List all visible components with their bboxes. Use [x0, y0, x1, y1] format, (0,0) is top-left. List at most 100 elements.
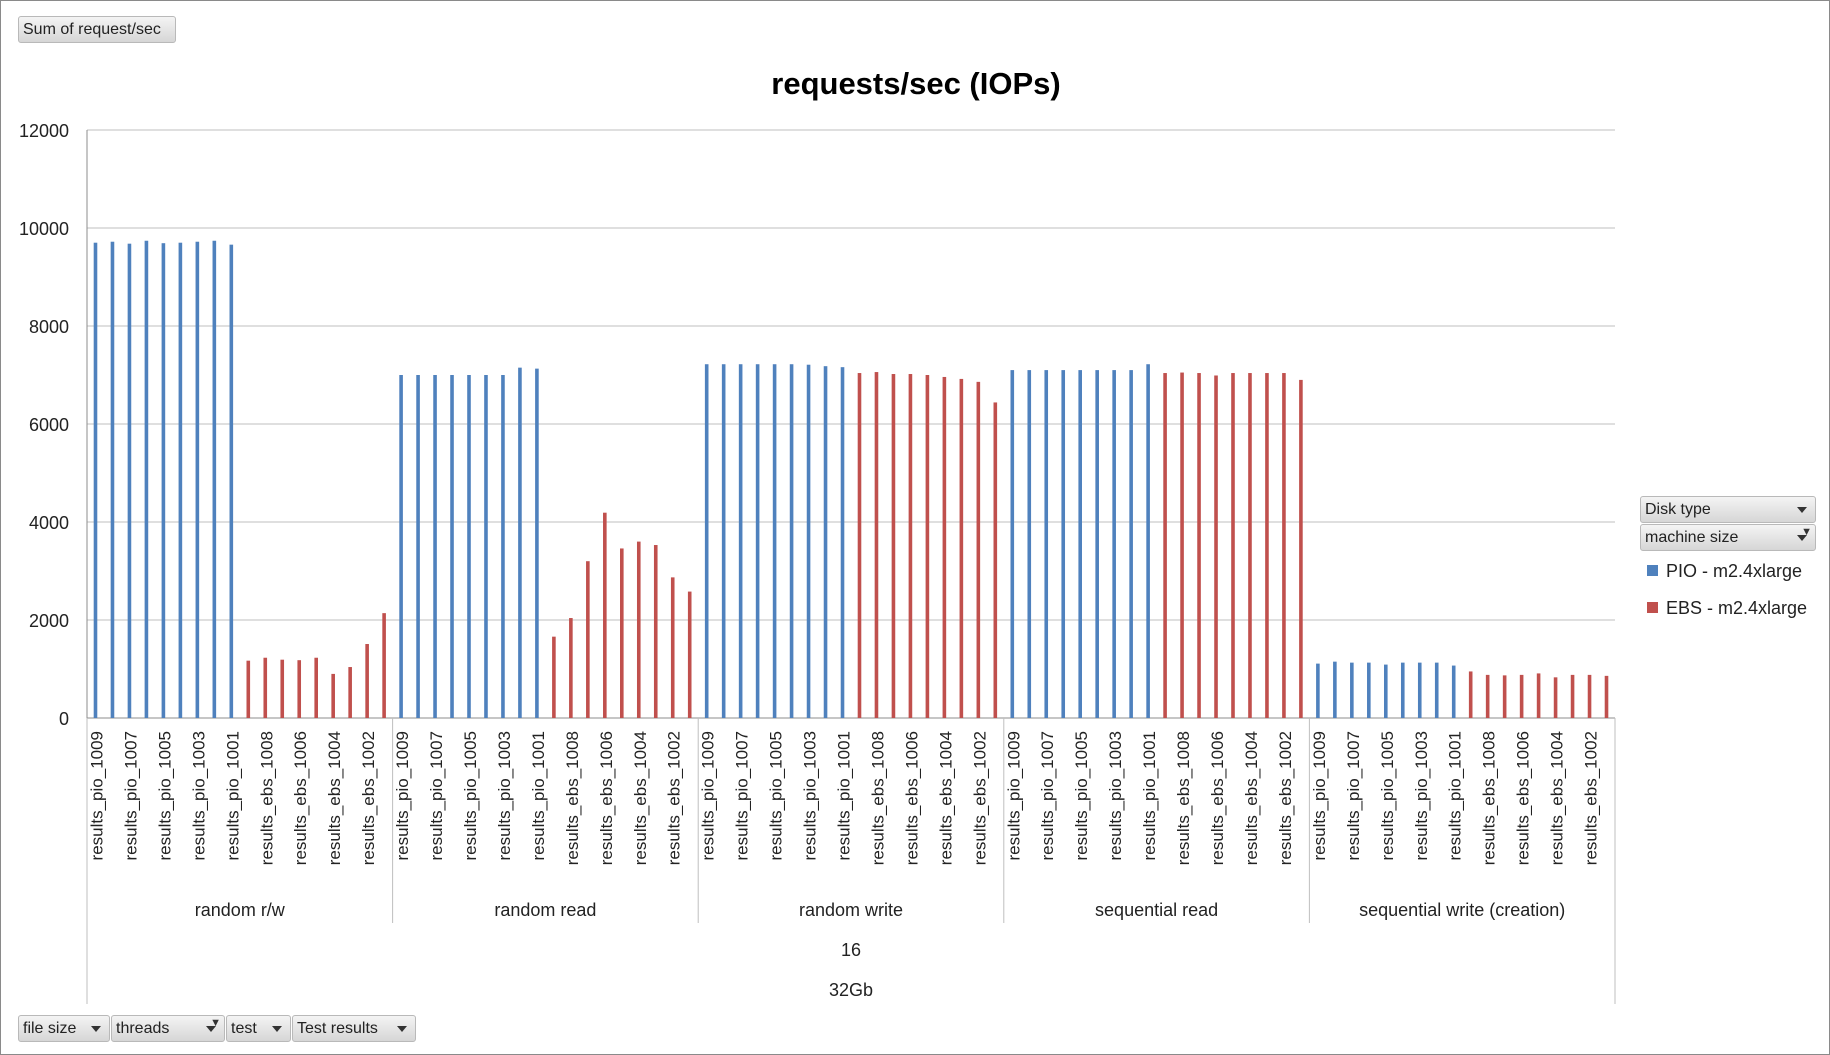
bar-ebs — [263, 657, 268, 718]
y-tick-label: 10000 — [19, 219, 69, 239]
bar-pio — [1350, 662, 1354, 718]
chevron-down-icon[interactable] — [206, 1026, 216, 1032]
chevron-down-icon[interactable] — [91, 1026, 101, 1032]
x-category-label: results_ebs_1008 — [563, 731, 582, 865]
x-category-label: results_ebs_1008 — [1480, 731, 1499, 865]
x-category-label: results_ebs_1004 — [1548, 731, 1567, 865]
bar-pio — [1367, 662, 1371, 718]
x-category-label: results_pio_1003 — [1412, 731, 1431, 860]
x-category-label: results_ebs_1004 — [1242, 731, 1261, 865]
bar-pio — [467, 375, 471, 718]
file-size-value-label: 32Gb — [829, 980, 873, 1000]
test-field-label: test — [231, 1020, 257, 1037]
x-category-label: results_pio_1005 — [461, 731, 480, 860]
bar-pio — [144, 240, 149, 719]
x-category-label: results_pio_1009 — [87, 731, 106, 860]
legend-label-ebs: EBS - m2.4xlarge — [1666, 598, 1808, 618]
bar-ebs — [1604, 675, 1609, 718]
bar-ebs — [857, 373, 862, 718]
y-tick-label: 4000 — [29, 513, 69, 533]
bar-pio — [1095, 370, 1099, 718]
bar-ebs — [1587, 674, 1592, 718]
x-category-label: results_pio_1005 — [1378, 731, 1397, 860]
legend-item-pio: PIO - m2.4xlarge — [1647, 561, 1802, 582]
x-category-label: results_ebs_1004 — [936, 731, 955, 865]
bar-ebs — [1180, 372, 1184, 718]
bar-ebs — [653, 545, 658, 718]
x-category-label: results_ebs_1006 — [597, 731, 616, 865]
filter-icon: ▼ — [210, 1017, 221, 1029]
chevron-down-icon[interactable] — [1797, 535, 1807, 541]
bar-pio — [1044, 370, 1049, 718]
machine-size-field-label: machine size — [1645, 529, 1739, 546]
test-results-field-button[interactable]: Test results — [292, 1015, 416, 1042]
bar-pio — [110, 241, 115, 718]
bar-ebs — [586, 561, 590, 718]
x-category-label: results_ebs_1002 — [359, 731, 378, 865]
bar-pio — [535, 368, 539, 718]
x-category-label: results_ebs_1002 — [1582, 731, 1601, 865]
bar-ebs — [1553, 677, 1558, 718]
bar-ebs — [1282, 373, 1286, 718]
file-size-field-label: file size — [23, 1020, 77, 1037]
group-label: sequential read — [1095, 900, 1218, 920]
x-category-label: results_ebs_1006 — [1514, 731, 1533, 865]
bar-ebs — [1536, 673, 1541, 718]
bar-ebs — [246, 660, 251, 718]
bar-ebs — [891, 374, 896, 718]
values-field-label: Sum of request/sec — [23, 21, 161, 38]
chevron-down-icon[interactable] — [272, 1026, 282, 1032]
bar-pio — [840, 367, 845, 718]
file-size-field-button[interactable]: file size — [18, 1015, 110, 1042]
bar-ebs — [959, 378, 964, 718]
bar-pio — [450, 375, 454, 718]
bar-pio — [1061, 370, 1066, 718]
bar-ebs — [1485, 674, 1490, 718]
threads-field-button[interactable]: threads ▼ — [111, 1015, 225, 1042]
y-tick-label: 0 — [59, 709, 69, 729]
test-field-button[interactable]: test — [226, 1015, 291, 1042]
x-category-label: results_pio_1009 — [1310, 731, 1329, 860]
x-category-label: results_pio_1009 — [1004, 731, 1023, 860]
bar-pio — [1027, 370, 1032, 718]
bar-pio — [195, 241, 200, 718]
bar-pio — [399, 375, 403, 718]
disk-type-field-label: Disk type — [1645, 501, 1711, 518]
values-field-button[interactable]: Sum of request/sec — [18, 16, 176, 43]
x-category-label: results_ebs_1008 — [868, 731, 887, 865]
machine-size-field-button[interactable]: machine size ▼ — [1640, 524, 1816, 551]
bar-pio — [501, 375, 505, 718]
bar-ebs — [1502, 675, 1507, 718]
bar-ebs — [365, 644, 369, 718]
x-category-label: results_ebs_1002 — [665, 731, 684, 865]
x-category-label: results_pio_1001 — [223, 731, 242, 860]
bar-ebs — [687, 591, 692, 718]
x-category-label: results_pio_1003 — [1106, 731, 1125, 860]
bar-pio — [1010, 370, 1015, 718]
group-label: sequential write (creation) — [1359, 900, 1565, 920]
bar-pio — [1451, 665, 1456, 718]
x-category-label: results_ebs_1006 — [902, 731, 921, 865]
x-category-label: results_pio_1003 — [189, 731, 208, 860]
chevron-down-icon[interactable] — [397, 1026, 407, 1032]
bar-pio — [1400, 662, 1405, 718]
bar-ebs — [874, 372, 879, 718]
bar-ebs — [1163, 373, 1167, 718]
chevron-down-icon[interactable] — [1797, 507, 1807, 513]
bar-pio — [161, 243, 166, 718]
bar-pio — [755, 364, 760, 718]
x-category-label: results_ebs_1006 — [291, 731, 310, 865]
bar-pio — [416, 375, 420, 718]
chart-title: requests/sec (IOPs) — [771, 66, 1060, 101]
bar-pio — [127, 243, 132, 718]
x-category-label: results_pio_1007 — [121, 731, 140, 860]
x-category-label: results_ebs_1004 — [631, 731, 650, 865]
bar-pio — [484, 375, 488, 718]
bar-ebs — [1519, 674, 1524, 718]
disk-type-field-button[interactable]: Disk type — [1640, 496, 1816, 523]
x-category-label: results_pio_1005 — [767, 731, 786, 860]
bar-pio — [1078, 370, 1082, 718]
bar-pio — [1434, 662, 1439, 718]
bar-ebs — [1231, 373, 1235, 718]
x-category-label: results_ebs_1008 — [1174, 731, 1193, 865]
